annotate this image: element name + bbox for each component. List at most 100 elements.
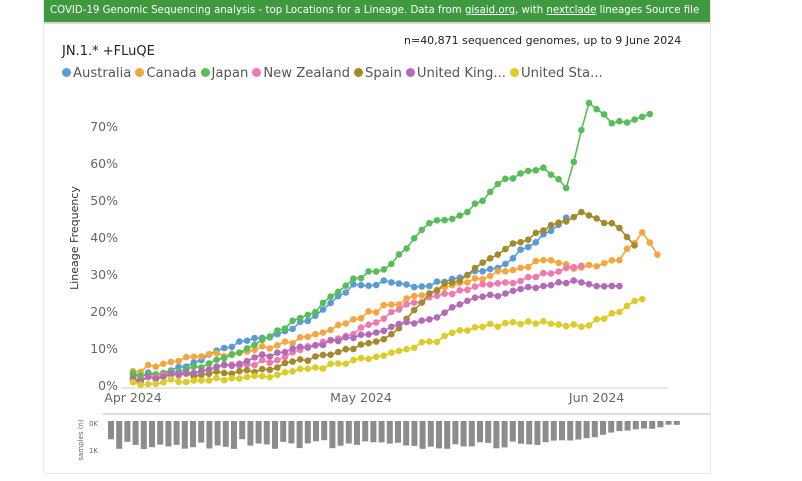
samples-tick-label: 0K [89, 420, 98, 428]
legend-item[interactable]: Canada [135, 66, 197, 81]
data-point [281, 353, 289, 361]
legend-item[interactable]: Japan [200, 66, 249, 81]
data-point [319, 306, 327, 313]
data-point [600, 283, 608, 290]
nextclade-link[interactable]: nextclade [546, 5, 597, 16]
samples-bar [337, 421, 344, 446]
samples-bar [452, 421, 459, 445]
data-point [433, 287, 441, 295]
data-point [334, 337, 342, 345]
data-point [167, 358, 175, 366]
samples-bar [362, 421, 369, 442]
samples-bar [526, 421, 533, 445]
samples-bar [165, 421, 172, 447]
data-point [532, 257, 540, 265]
data-point [205, 377, 213, 384]
samples-bar [190, 421, 196, 448]
data-point [562, 264, 570, 272]
data-point [654, 251, 661, 258]
legend-dot-icon [252, 68, 262, 77]
legend-item[interactable]: United King... [405, 66, 506, 81]
data-point [327, 299, 334, 307]
banner-prefix: COVID-19 Genomic Sequencing analysis - t… [50, 5, 465, 16]
data-point [327, 336, 334, 344]
data-point [243, 366, 251, 374]
data-point [471, 294, 479, 302]
data-point [555, 259, 562, 267]
data-point [570, 277, 578, 284]
data-point [623, 302, 631, 310]
data-point [312, 342, 319, 349]
banner-divider [44, 22, 710, 24]
legend-item[interactable]: Australia [62, 66, 131, 81]
data-point [494, 251, 502, 258]
data-point [312, 330, 319, 338]
data-point [296, 356, 304, 363]
data-point [220, 369, 228, 377]
data-point [433, 314, 441, 321]
data-point [251, 341, 258, 349]
samples-bar [411, 421, 418, 446]
data-point [266, 353, 274, 360]
data-point [616, 224, 623, 232]
data-point [312, 364, 319, 371]
data-point [228, 370, 236, 378]
legend-item[interactable]: New Zealand [252, 66, 350, 81]
data-point [350, 316, 357, 323]
data-point [327, 360, 334, 368]
data-point [395, 320, 403, 328]
data-point [372, 319, 380, 326]
data-point [486, 281, 494, 288]
legend-label: Australia [73, 66, 132, 81]
data-point [555, 219, 562, 226]
data-point [608, 257, 616, 264]
data-point [342, 282, 350, 290]
data-point [555, 268, 562, 275]
gisaid-link[interactable]: gisaid.org [464, 5, 516, 16]
data-point [608, 310, 616, 317]
data-point [638, 229, 646, 236]
legend-label: Japan [211, 66, 249, 81]
data-point [342, 289, 350, 296]
legend-label: New Zealand [263, 66, 350, 81]
data-point [228, 343, 236, 351]
data-point [509, 287, 517, 295]
data-point [441, 216, 448, 224]
data-point [312, 353, 319, 360]
legend-item[interactable]: Spain [353, 66, 402, 81]
legend-item[interactable]: United Sta... [509, 66, 603, 81]
data-point [600, 259, 608, 267]
data-point [593, 282, 600, 290]
data-point [198, 377, 205, 384]
data-point [342, 345, 350, 353]
samples-bar [124, 421, 131, 442]
data-point [258, 356, 266, 364]
data-point [502, 260, 509, 268]
data-point [540, 282, 547, 290]
series-united-states [129, 295, 646, 389]
samples-bar [198, 421, 205, 443]
samples-bar [132, 421, 139, 445]
x-tick-label: May 2024 [330, 390, 392, 405]
chart-subtitle: n=40,871 sequenced genomes, up to 9 June… [404, 34, 682, 47]
data-point [509, 266, 517, 274]
data-point [479, 281, 486, 288]
data-point [524, 236, 532, 243]
samples-bar [616, 421, 623, 432]
banner-suffix: lineages Source file [596, 5, 700, 16]
series-line [132, 217, 567, 378]
data-point [471, 264, 479, 272]
data-point [502, 268, 509, 275]
data-point [502, 290, 509, 297]
samples-bar [296, 421, 303, 449]
samples-bar [444, 421, 451, 449]
samples-bar [116, 421, 123, 449]
data-point [562, 279, 570, 287]
data-point [585, 261, 593, 269]
data-point [608, 120, 616, 127]
data-point [342, 320, 350, 327]
data-point [213, 349, 220, 357]
data-point [593, 316, 600, 323]
data-point [327, 326, 334, 334]
